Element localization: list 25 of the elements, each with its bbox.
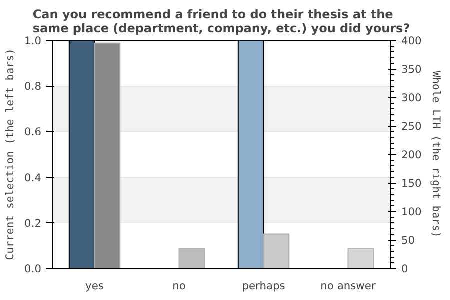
y2-tick-label: 0	[402, 262, 408, 276]
x-tick-label: no answer	[320, 280, 376, 292]
chart-title: Can you recommend a friend to do their thesis at the same place (department, company, etc.) you did yours?	[32, 8, 410, 36]
y-tick-label: 0.6	[24, 126, 42, 139]
y2-tick-label: 350	[402, 63, 422, 76]
bar	[178, 248, 206, 268]
y2-tick-label: 200	[402, 148, 422, 162]
y2-tick-label: 150	[402, 177, 422, 190]
y-axis-title: Current selection (the left bars)	[4, 48, 17, 260]
y-tick-label: 0.8	[24, 80, 42, 94]
y-tick-label: 0.2	[24, 216, 42, 230]
y2-tick-label: 250	[402, 120, 422, 133]
bar	[263, 234, 290, 268]
y-tick-label: 0.0	[24, 262, 42, 276]
y2-tick-label: 400	[402, 34, 422, 48]
x-tick-label: no	[172, 280, 186, 292]
y-tick-label: 1.0	[24, 34, 42, 48]
y-tick-label: 0.4	[24, 171, 42, 184]
x-tick-label: perhaps	[242, 280, 286, 292]
y2-tick-label: 50	[402, 234, 416, 247]
y2-axis-title: Whole LTH (the right bars)	[430, 71, 443, 238]
y2-tick-label: 300	[402, 92, 422, 104]
bar	[348, 248, 374, 268]
y2-tick-label: 100	[402, 206, 422, 218]
x-tick-label: yes	[86, 280, 104, 292]
